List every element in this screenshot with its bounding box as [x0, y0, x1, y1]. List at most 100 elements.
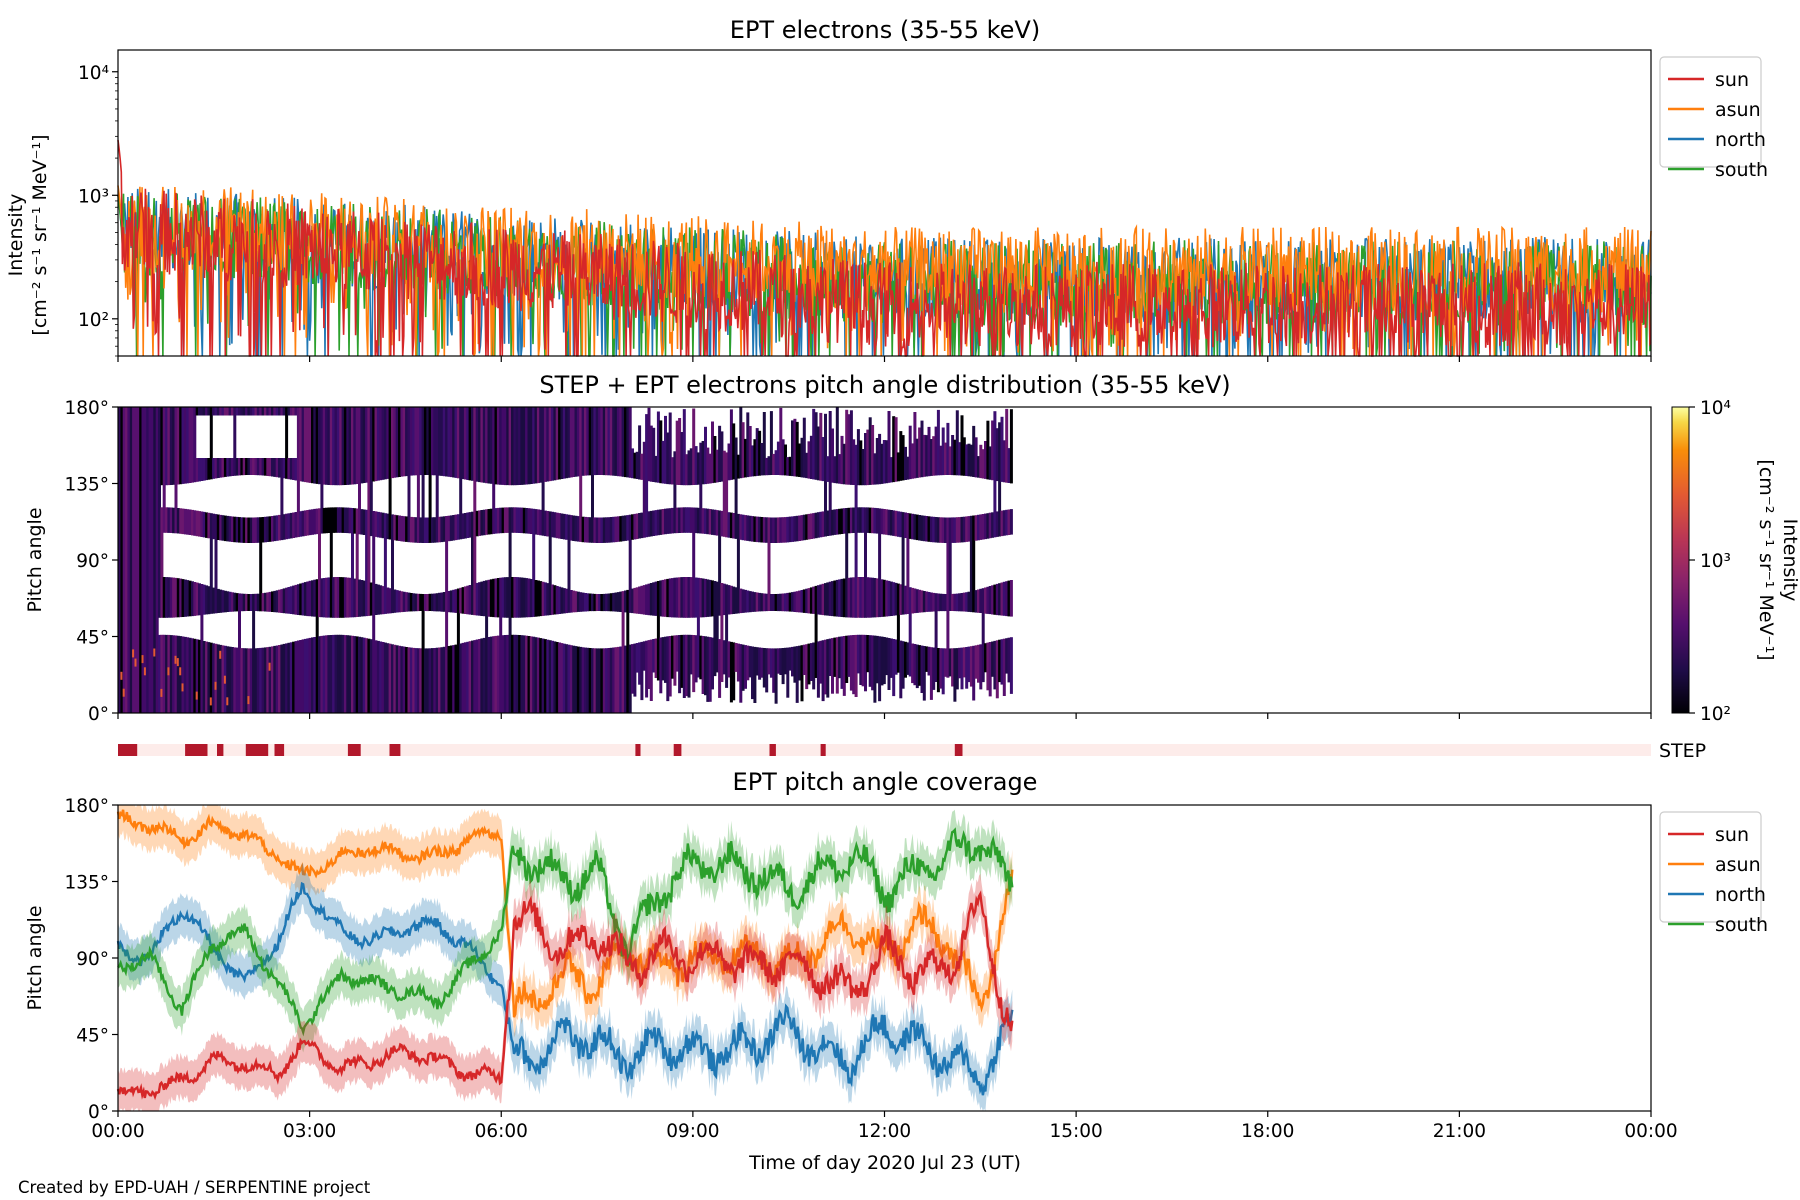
pad-heatmap-cell: [438, 647, 441, 713]
pad-heatmap-cell: [489, 579, 493, 617]
pad-heatmap-cell: [694, 577, 698, 618]
pad-heatmap-cell: [892, 510, 896, 536]
pad-heatmap-cell: [581, 516, 585, 543]
pad-heatmap-cell: [932, 516, 936, 543]
pad-heatmap-cell: [842, 636, 846, 696]
pad-heatmap-cell: [793, 418, 797, 477]
pad-heatmap-cell: [819, 584, 823, 615]
pad-heatmap-cell: [235, 407, 239, 416]
colorbar-label-line2: [cm⁻² s⁻¹ sr⁻¹ MeV⁻¹]: [1755, 459, 1777, 660]
coverage-xtick-label: 00:00: [1624, 1121, 1677, 1142]
pad-heatmap-cell: [221, 590, 225, 613]
pad-heatmap-cell: [849, 635, 853, 691]
pad-heatmap-cell: [974, 645, 978, 679]
pad-heatmap-cell: [141, 407, 145, 713]
pad-heatmap-cell: [332, 577, 336, 618]
pad-heatmap-cell: [256, 593, 260, 612]
pad-heatmap-cell: [442, 407, 446, 477]
pad-heatmap-cell: [266, 407, 270, 416]
pad-heatmap-cell: [367, 407, 371, 616]
pad-heatmap-cell: [143, 407, 147, 713]
pad-heatmap-cell: [461, 642, 465, 713]
pad-heatmap-cell: [136, 407, 140, 713]
pad-heatmap-cell: [899, 584, 903, 615]
pad-heatmap-cell: [289, 642, 293, 713]
pad-heatmap-cell: [511, 407, 514, 486]
pad-heatmap-cell: [734, 587, 738, 614]
pad-heatmap-cell: [207, 642, 211, 713]
pad-heatmap-cell: [1005, 638, 1009, 674]
pad-heatmap-cell: [534, 509, 538, 535]
pad-heatmap-cell: [960, 415, 964, 476]
pad-heatmap-cell: [327, 635, 331, 713]
pad-heatmap-cell: [755, 647, 759, 676]
pad-heatmap-cell: [866, 635, 870, 673]
pad-heatmap-cell: [405, 516, 409, 542]
pad-heatmap-cell: [245, 517, 249, 543]
pad-heatmap-cell: [762, 648, 766, 688]
pad-heatmap-cell: [266, 458, 270, 476]
pad-heatmap-cell: [339, 577, 343, 618]
pad-heatmap-cell: [678, 418, 682, 485]
pad-heatmap-cell: [503, 507, 507, 533]
pad-heatmap-cell: [405, 592, 409, 612]
pad-heatmap-cell: [395, 645, 399, 713]
pad-heatmap-cell: [409, 407, 413, 476]
pad-heatmap-cell: [431, 407, 434, 476]
pad-heatmap-cell: [654, 510, 658, 536]
pad-heatmap-cell: [391, 644, 394, 713]
pad-heatmap-cell: [254, 407, 258, 416]
pad-heatmap-cell: [214, 407, 218, 416]
pad-heatmap-cell: [936, 517, 940, 543]
intensity-panel-title: EPT electrons (35-55 keV): [730, 16, 1040, 44]
pad-heatmap-cell: [788, 647, 792, 671]
pad-heatmap-cell: [649, 425, 653, 482]
pad-heatmap-cell: [167, 667, 170, 676]
pad-heatmap-cell: [800, 515, 804, 541]
pad-heatmap-cell: [736, 513, 740, 614]
pad-heatmap-cell: [176, 635, 180, 713]
pad-heatmap-cell: [607, 593, 611, 612]
pad-heatmap-cell: [207, 407, 211, 416]
pad-heatmap-cell: [294, 512, 298, 538]
pad-heatmap-cell: [165, 577, 169, 618]
pad-heatmap-cell: [962, 516, 966, 543]
pad-heatmap-cell: [308, 407, 312, 483]
pad-heatmap-cell: [518, 577, 522, 618]
pad-heatmap-cell: [751, 591, 754, 612]
pad-heatmap-cell: [169, 507, 173, 533]
pad-heatmap-cell: [165, 507, 169, 533]
pad-heatmap-cell: [393, 589, 397, 613]
pad-heatmap-cell: [826, 582, 830, 616]
pad-heatmap-cell: [685, 507, 689, 533]
pad-heatmap-cell: [428, 593, 432, 611]
pad-heatmap-cell: [588, 517, 592, 543]
pad-heatmap-cell: [214, 514, 218, 614]
pad-heatmap-cell: [520, 577, 524, 618]
pad-heatmap-cell: [515, 577, 519, 618]
coverage-xtick-label: 06:00: [475, 1121, 528, 1142]
pad-heatmap-cell: [463, 407, 467, 480]
pad-heatmap-cell: [727, 641, 731, 678]
coverage-yticks: 0°45°90°135°180°: [64, 796, 118, 1123]
pad-heatmap-cell: [223, 675, 226, 684]
pad-heatmap-cell: [661, 509, 665, 535]
pad-heatmap-cell: [292, 585, 296, 615]
pad-heatmap-cell: [280, 407, 284, 416]
pad-heatmap-cell: [492, 407, 496, 534]
pad-heatmap-cell: [282, 643, 286, 713]
pad-heatmap-cell: [668, 578, 672, 618]
pad-heatmap-cell: [252, 517, 256, 543]
pad-heatmap-cell: [341, 507, 345, 533]
pad-heatmap-cell: [308, 509, 312, 536]
pad-heatmap-cell: [861, 634, 865, 687]
pad-heatmap-cell: [981, 514, 985, 540]
pad-heatmap-cell: [988, 586, 992, 615]
pad-heatmap-cell: [501, 407, 505, 485]
pad-heatmap-cell: [132, 649, 135, 658]
pad-heatmap-cell: [546, 407, 550, 482]
coverage-band-south: [118, 809, 1013, 1053]
pad-heatmap-cell: [772, 453, 776, 475]
pad-heatmap-cell: [998, 639, 1002, 683]
pad-heatmap-cell: [887, 638, 891, 690]
